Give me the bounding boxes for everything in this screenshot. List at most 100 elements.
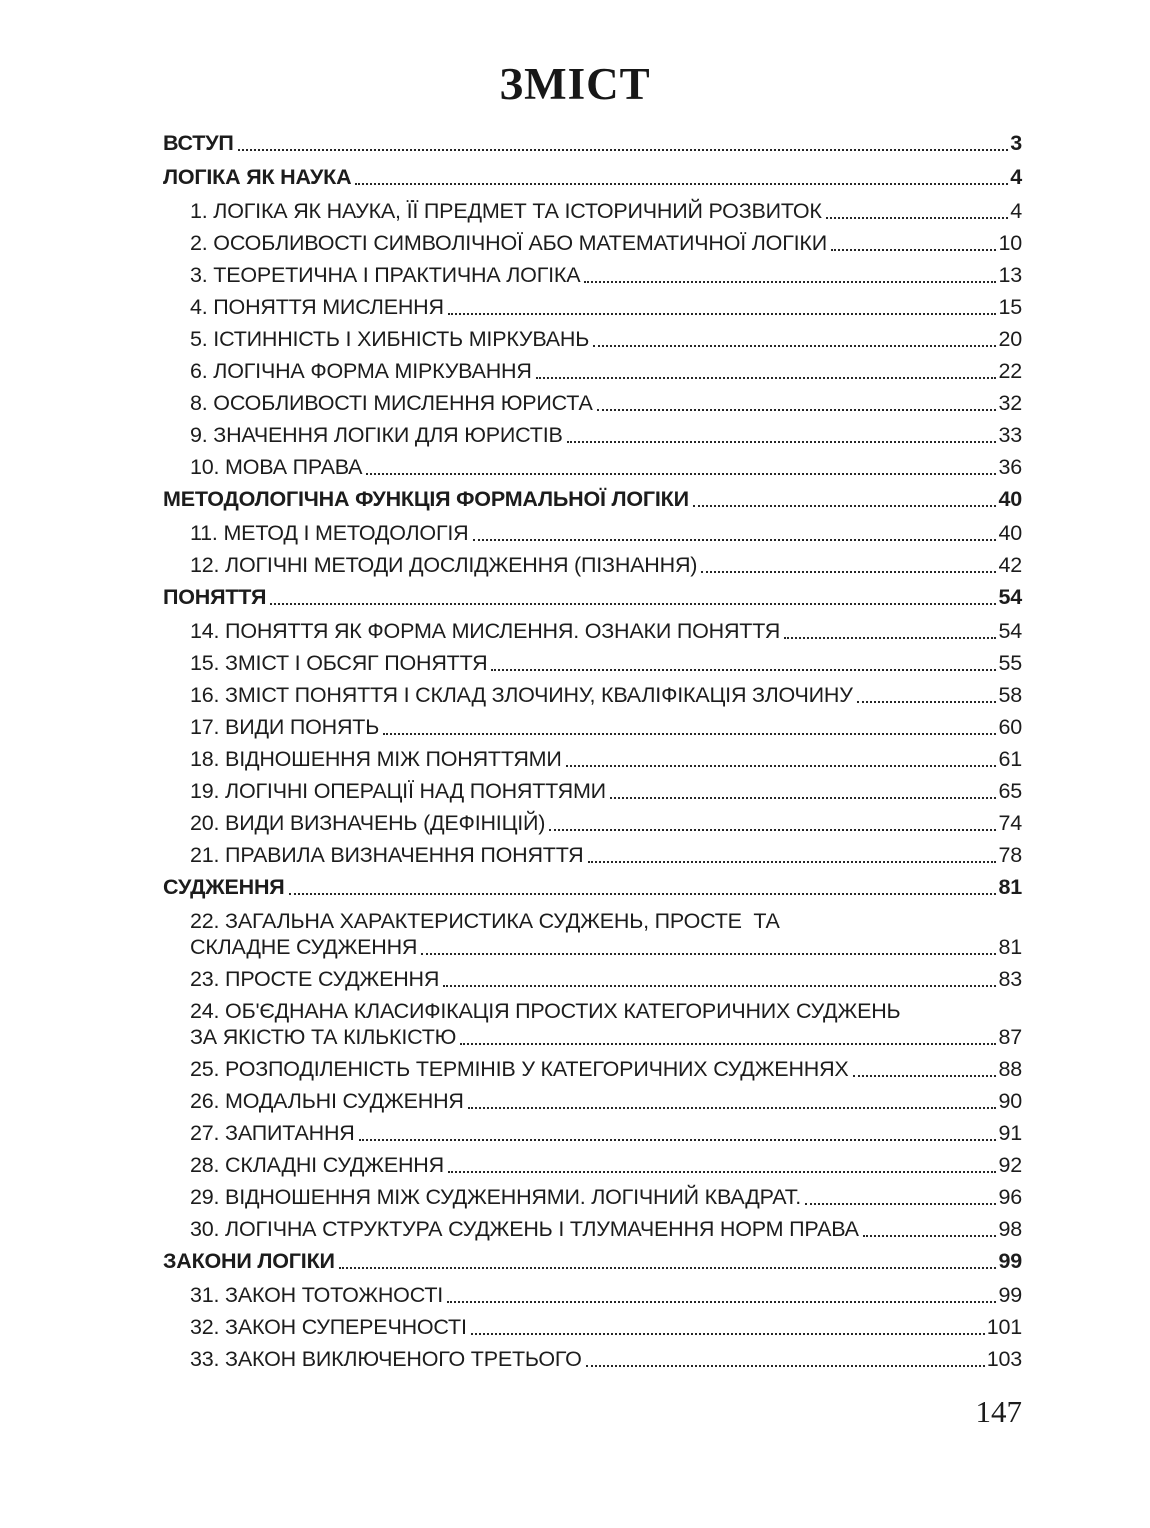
toc-entry-page-number: 13 (998, 263, 1022, 287)
dot-leader (358, 1139, 997, 1141)
toc-entry-row: МЕТОДОЛОГІЧНА ФУНКЦІЯ ФОРМАЛЬНОЇ ЛОГІКИ 4… (163, 488, 1022, 511)
toc-entry: 17. ВИДИ ПОНЯТЬ 60 (163, 716, 1022, 739)
page-title: ЗМІСТ (499, 59, 651, 109)
toc-section-entry: ЗАКОНИ ЛОГІКИ 99 (163, 1250, 1022, 1273)
dot-leader (587, 861, 997, 863)
toc-entry-page-number: 36 (998, 455, 1022, 479)
toc-section-entry: ЛОГІКА ЯК НАУКА 4 (163, 166, 1022, 189)
toc-entry-text: ЛОГІКА ЯК НАУКА (163, 165, 352, 189)
toc-entry-page-number: 54 (998, 619, 1022, 643)
toc-entry: 25. РОЗПОДІЛЕНІСТЬ ТЕРМІНІВ У КАТЕГОРИЧН… (163, 1058, 1022, 1081)
dot-leader (593, 345, 997, 347)
toc-entry-text: 11. МЕТОД І МЕТОДОЛОГІЯ (190, 521, 469, 545)
toc-entry-row: 14. ПОНЯТТЯ ЯК ФОРМА МИСЛЕННЯ. ОЗНАКИ ПО… (163, 620, 1022, 643)
toc-section-entry: ВСТУП 3 (163, 132, 1022, 155)
toc-entry-text: 8. ОСОБЛИВОСТІ МИСЛЕННЯ ЮРИСТА (190, 391, 593, 415)
toc-entry-page-number: 10 (998, 231, 1022, 255)
toc-entry-row: 12. ЛОГІЧНІ МЕТОДИ ДОСЛІДЖЕННЯ (ПІЗНАННЯ… (163, 554, 1022, 577)
toc-entry-text: 16. ЗМІСТ ПОНЯТТЯ І СКЛАД ЗЛОЧИНУ, КВАЛІ… (190, 683, 853, 707)
toc-entry-page-number: 99 (998, 1249, 1022, 1273)
toc-entry-text: 21. ПРАВИЛА ВИЗНАЧЕННЯ ПОНЯТТЯ (190, 843, 584, 867)
dot-leader (585, 1365, 985, 1367)
toc-entry-page-number: 87 (998, 1025, 1022, 1049)
toc-entry-text: ЗАКОНИ ЛОГІКИ (163, 1249, 335, 1273)
toc-entry-text: 27. ЗАПИТАННЯ (190, 1121, 355, 1145)
toc-entry-row: 6. ЛОГІЧНА ФОРМА МІРКУВАННЯ 22 (163, 360, 1022, 383)
toc-entry-page-number: 58 (998, 683, 1022, 707)
toc-entry-page-number: 96 (998, 1185, 1022, 1209)
toc-entry-text: 2. ОСОБЛИВОСТІ СИМВОЛІЧНОЇ АБО МАТЕМАТИЧ… (190, 231, 827, 255)
toc-entry: 18. ВІДНОШЕННЯ МІЖ ПОНЯТТЯМИ 61 (163, 748, 1022, 771)
toc-entry-page-number: 15 (998, 295, 1022, 319)
toc-entry-page-number: 42 (998, 553, 1022, 577)
dot-leader (460, 1043, 997, 1045)
toc-entry-text: 14. ПОНЯТТЯ ЯК ФОРМА МИСЛЕННЯ. ОЗНАКИ ПО… (190, 619, 781, 643)
dot-leader (366, 473, 997, 475)
toc-entry-text: 29. ВІДНОШЕННЯ МІЖ СУДЖЕННЯМИ. ЛОГІЧНИЙ … (190, 1185, 802, 1209)
toc-entry-text: 9. ЗНАЧЕННЯ ЛОГІКИ ДЛЯ ЮРИСТІВ (190, 423, 563, 447)
toc-entry-row: ЗА ЯКІСТЮ ТА КІЛЬКІСТЮ 87 (163, 1026, 1022, 1049)
toc-entry: 14. ПОНЯТТЯ ЯК ФОРМА МИСЛЕННЯ. ОЗНАКИ ПО… (163, 620, 1022, 643)
toc-entry: 6. ЛОГІЧНА ФОРМА МІРКУВАННЯ 22 (163, 360, 1022, 383)
toc-entry-row: ЛОГІКА ЯК НАУКА 4 (163, 166, 1022, 189)
toc-entry-row: 15. ЗМІСТ І ОБСЯГ ПОНЯТТЯ 55 (163, 652, 1022, 675)
dot-leader (856, 701, 997, 703)
dot-leader (692, 505, 997, 507)
dot-leader (491, 669, 997, 671)
toc-entry-page-number: 61 (998, 747, 1022, 771)
dot-leader (338, 1267, 997, 1269)
toc-entry-row: 33. ЗАКОН ВИКЛЮЧЕНОГО ТРЕТЬОГО 103 (163, 1348, 1022, 1371)
dot-leader (472, 539, 997, 541)
toc-entry-text: 12. ЛОГІЧНІ МЕТОДИ ДОСЛІДЖЕННЯ (ПІЗНАННЯ… (190, 553, 698, 577)
toc-entry-page-number: 60 (998, 715, 1022, 739)
toc-entry-text: СКЛАДНЕ СУДЖЕННЯ (190, 935, 418, 959)
toc-entry-row: 3. ТЕОРЕТИЧНА І ПРАКТИЧНА ЛОГІКА 13 (163, 264, 1022, 287)
dot-leader (270, 603, 997, 605)
toc-entry-row: 20. ВИДИ ВИЗНАЧЕНЬ (ДЕФІНІЦІЙ) 74 (163, 812, 1022, 835)
dot-leader (447, 1301, 997, 1303)
toc-entry-page-number: 74 (998, 811, 1022, 835)
toc-entry: 2. ОСОБЛИВОСТІ СИМВОЛІЧНОЇ АБО МАТЕМАТИЧ… (163, 232, 1022, 255)
toc-entry-page-number: 40 (998, 487, 1022, 511)
toc-entry-row: 1. ЛОГІКА ЯК НАУКА, ЇЇ ПРЕДМЕТ ТА ІСТОРИ… (163, 200, 1022, 223)
toc-entry-row: 22. ЗАГАЛЬНА ХАРАКТЕРИСТИКА СУДЖЕНЬ, ПРО… (163, 910, 1022, 933)
toc-entry-text: 18. ВІДНОШЕННЯ МІЖ ПОНЯТТЯМИ (190, 747, 562, 771)
toc-entry-page-number: 32 (998, 391, 1022, 415)
toc-entry: 33. ЗАКОН ВИКЛЮЧЕНОГО ТРЕТЬОГО 103 (163, 1348, 1022, 1371)
dot-leader (355, 183, 1009, 185)
toc-entry-row: 25. РОЗПОДІЛЕНІСТЬ ТЕРМІНІВ У КАТЕГОРИЧН… (163, 1058, 1022, 1081)
dot-leader (535, 377, 997, 379)
toc-entry-page-number: 4 (1010, 165, 1022, 189)
toc-entry: 29. ВІДНОШЕННЯ МІЖ СУДЖЕННЯМИ. ЛОГІЧНИЙ … (163, 1186, 1022, 1209)
toc-entry: 28. СКЛАДНІ СУДЖЕННЯ 92 (163, 1154, 1022, 1177)
toc-entry-page-number: 4 (1010, 199, 1022, 223)
toc-entry: 23. ПРОСТЕ СУДЖЕННЯ 83 (163, 968, 1022, 991)
toc-entry-page-number: 22 (998, 359, 1022, 383)
toc-entry-text: 17. ВИДИ ПОНЯТЬ (190, 715, 380, 739)
toc-entry-text: 19. ЛОГІЧНІ ОПЕРАЦІЇ НАД ПОНЯТТЯМИ (190, 779, 606, 803)
dot-leader (596, 409, 997, 411)
dot-leader (447, 1171, 997, 1173)
dot-leader (805, 1203, 997, 1205)
toc-entry-text: 15. ЗМІСТ І ОБСЯГ ПОНЯТТЯ (190, 651, 488, 675)
toc-entry-row: 32. ЗАКОН СУПЕРЕЧНОСТІ 101 (163, 1316, 1022, 1339)
dot-leader (549, 829, 997, 831)
toc-entry: 31. ЗАКОН ТОТОЖНОСТІ 99 (163, 1284, 1022, 1307)
toc-entry-row: 26. МОДАЛЬНІ СУДЖЕННЯ 90 (163, 1090, 1022, 1113)
toc-entry: 21. ПРАВИЛА ВИЗНАЧЕННЯ ПОНЯТТЯ 78 (163, 844, 1022, 867)
toc-entry-text: 31. ЗАКОН ТОТОЖНОСТІ (190, 1283, 444, 1307)
toc-entry-row: 27. ЗАПИТАННЯ 91 (163, 1122, 1022, 1145)
toc-entry-row: СКЛАДНЕ СУДЖЕННЯ 81 (163, 936, 1022, 959)
toc-entry-text: 25. РОЗПОДІЛЕНІСТЬ ТЕРМІНІВ У КАТЕГОРИЧН… (190, 1057, 849, 1081)
toc-entry-row: 19. ЛОГІЧНІ ОПЕРАЦІЇ НАД ПОНЯТТЯМИ 65 (163, 780, 1022, 803)
toc-entry-row: ПОНЯТТЯ 54 (163, 586, 1022, 609)
toc-entry: 27. ЗАПИТАННЯ 91 (163, 1122, 1022, 1145)
toc-entry-text: 22. ЗАГАЛЬНА ХАРАКТЕРИСТИКА СУДЖЕНЬ, ПРО… (190, 909, 780, 933)
toc-entry-page-number: 20 (998, 327, 1022, 351)
toc-entry: 5. ІСТИННІСТЬ І ХИБНІСТЬ МІРКУВАНЬ 20 (163, 328, 1022, 351)
toc-entry-text: 10. МОВА ПРАВА (190, 455, 363, 479)
toc-entry-row: 18. ВІДНОШЕННЯ МІЖ ПОНЯТТЯМИ 61 (163, 748, 1022, 771)
toc-entry: 1. ЛОГІКА ЯК НАУКА, ЇЇ ПРЕДМЕТ ТА ІСТОРИ… (163, 200, 1022, 223)
toc-entry: 9. ЗНАЧЕННЯ ЛОГІКИ ДЛЯ ЮРИСТІВ 33 (163, 424, 1022, 447)
toc-entry: 8. ОСОБЛИВОСТІ МИСЛЕННЯ ЮРИСТА 32 (163, 392, 1022, 415)
